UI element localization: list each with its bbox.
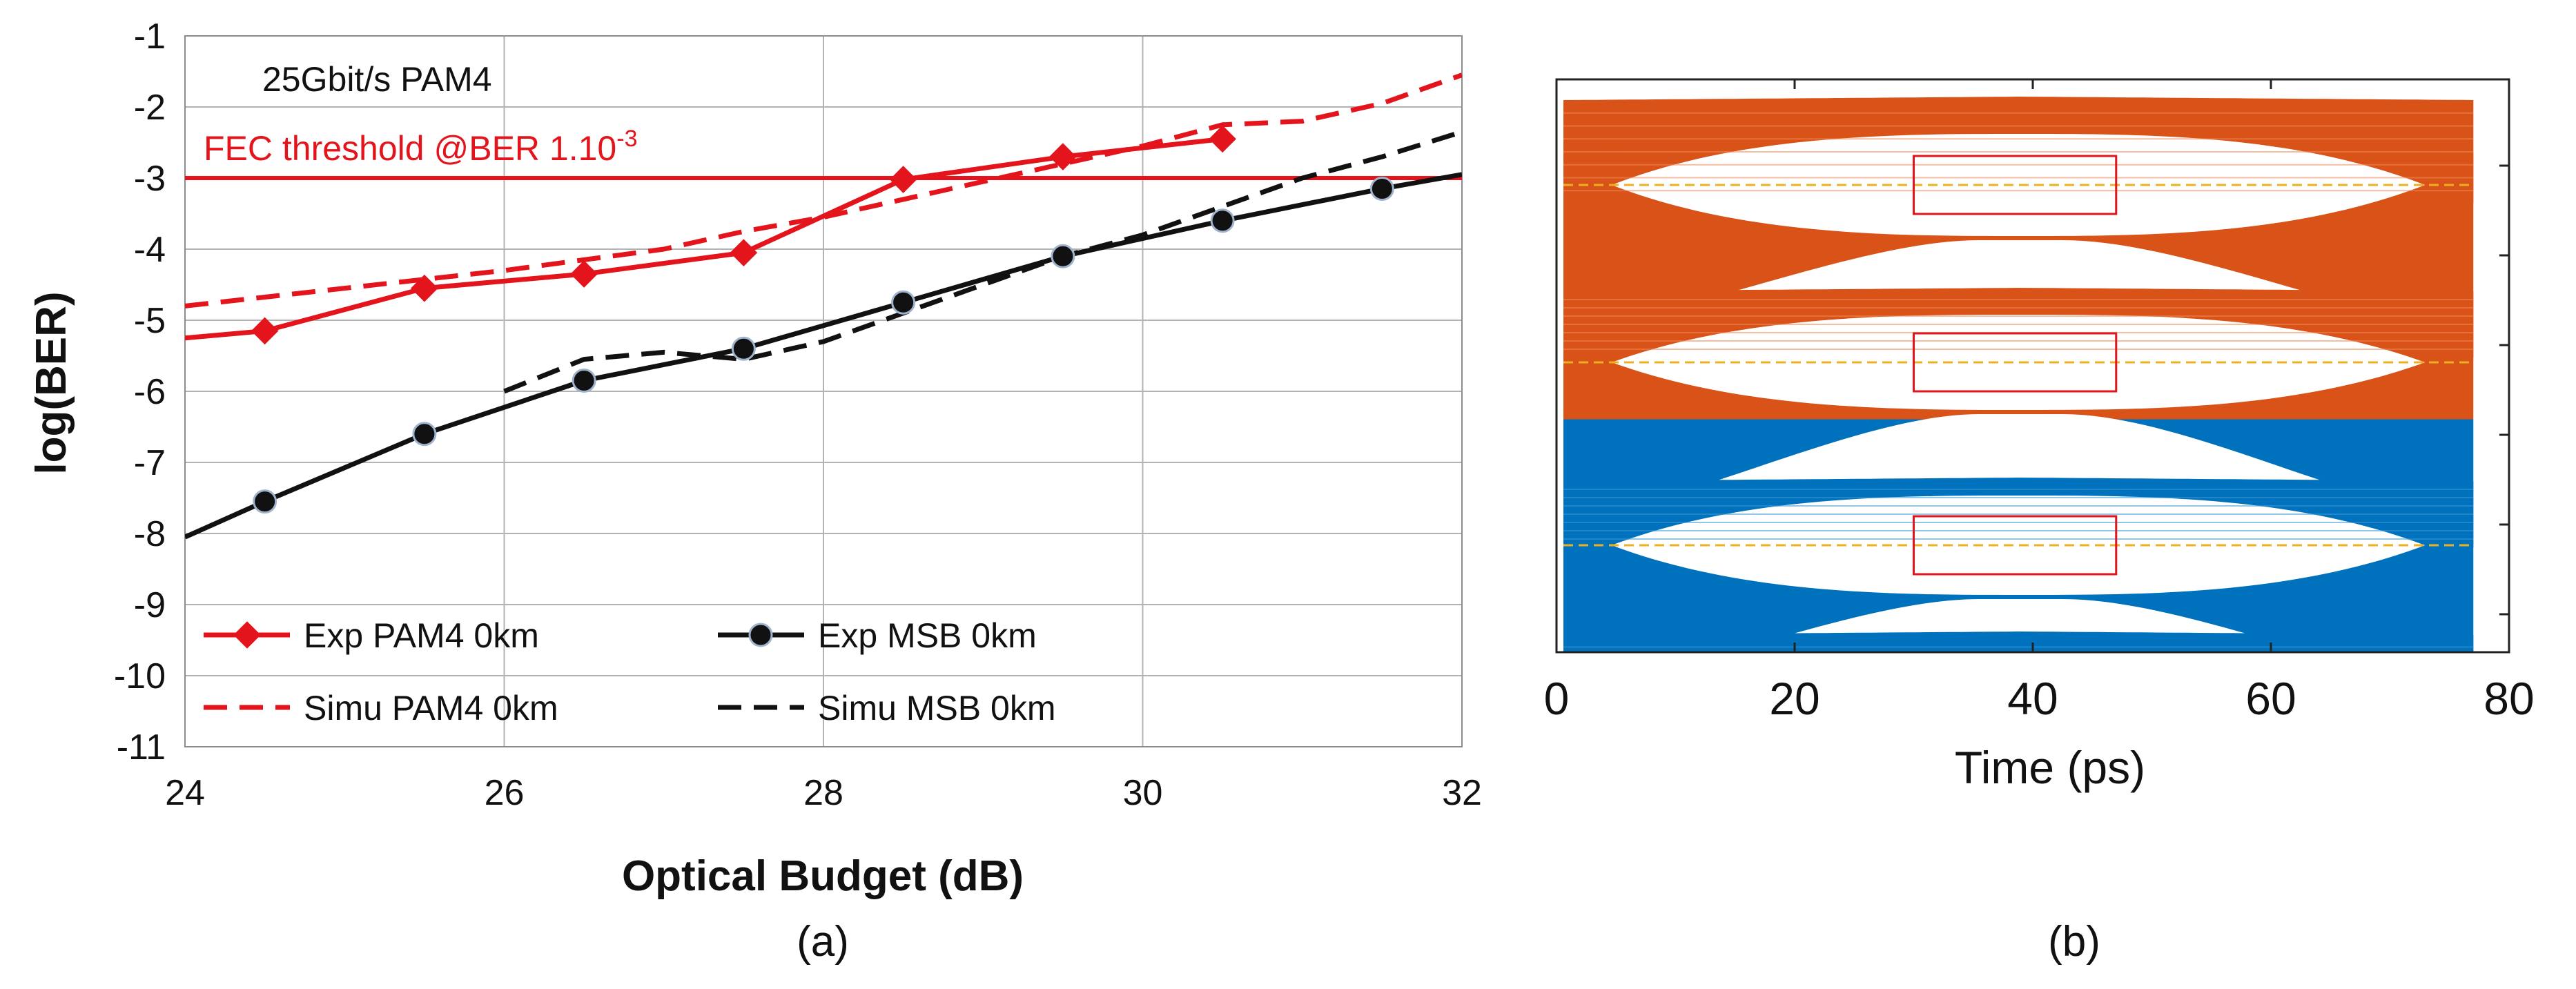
data-point-exp-msb xyxy=(253,489,277,514)
panel-a-y-tick-label: -3 xyxy=(134,159,166,199)
panel-b-x-tick-label: 80 xyxy=(2484,673,2534,724)
data-point-exp-msb xyxy=(731,336,756,361)
legend-marker-exp-msb xyxy=(748,623,773,647)
panel-b-x-tick-labels: 0 20 40 60 80 xyxy=(1544,673,2535,724)
eye-mask-box xyxy=(1913,155,2118,215)
panel-a-x-tick-labels: 24 26 28 30 32 xyxy=(165,773,1482,813)
panel-b-ticks xyxy=(1555,79,2510,652)
panel-b-x-tick-label: 40 xyxy=(2007,673,2058,724)
panel-a-markers xyxy=(251,125,1394,514)
panel-a-y-tick-label: -5 xyxy=(134,301,166,341)
data-point-exp-pam4 xyxy=(411,274,438,302)
series-line-exp-msb-0km xyxy=(185,172,1462,540)
eye-opening xyxy=(1612,496,2426,595)
panel-a-y-tick-label: -7 xyxy=(134,443,166,483)
panel-a-y-tick-label: -1 xyxy=(134,17,166,57)
data-point-exp-msb xyxy=(1210,208,1235,233)
fec-threshold-label-main: FEC threshold @BER 1.10 xyxy=(204,129,616,168)
data-point-exp-pam4 xyxy=(570,260,598,288)
legend-label-simu-pam4: Simu PAM4 0km xyxy=(304,689,558,727)
series-line-exp-pam4-0km xyxy=(185,136,1223,341)
data-point-exp-pam4 xyxy=(889,166,917,193)
panel-a-x-tick-label: 28 xyxy=(803,773,843,813)
panel-b-x-tick-label: 0 xyxy=(1544,673,1570,724)
panel-a-y-tick-label: -8 xyxy=(134,514,166,554)
panel-b-x-axis-label: Time (ps) xyxy=(1955,742,2145,793)
panel-a-series xyxy=(185,72,1462,540)
panel-b-label: (b) xyxy=(2048,918,2100,966)
data-point-exp-pam4 xyxy=(730,239,758,266)
legend-label-exp-pam4: Exp PAM4 0km xyxy=(304,616,539,655)
panel-a-y-tick-labels: -1 -2 -3 -4 -5 -6 -7 -8 -9 -10 -11 xyxy=(114,17,166,767)
panel-a-x-tick-label: 32 xyxy=(1442,773,1482,813)
panel-a-legend: Exp PAM4 0km Exp MSB 0km Simu PAM4 0km S… xyxy=(204,616,1056,727)
panel-a-annotation: 25Gbit/s PAM4 xyxy=(262,60,492,99)
panel-a-y-tick-label: -6 xyxy=(134,372,166,412)
panel-a-y-tick-label: -11 xyxy=(117,727,166,767)
eye-transition-band xyxy=(1563,419,2474,514)
data-point-exp-msb xyxy=(572,369,596,393)
data-point-exp-msb xyxy=(891,290,916,315)
panel-a-y-axis-label: log(BER) xyxy=(28,291,75,474)
panel-a-x-axis-label: Optical Budget (dB) xyxy=(622,852,1024,900)
eye-mask-box xyxy=(1913,515,2118,576)
panel-b-eye-traces xyxy=(1563,97,2474,652)
panel-a-x-tick-label: 24 xyxy=(165,773,205,813)
panel-a-plot-frame xyxy=(184,35,1463,747)
data-point-exp-pam4 xyxy=(251,317,279,345)
legend-label-simu-msb: Simu MSB 0km xyxy=(818,689,1056,727)
eye-opening xyxy=(1612,315,2426,410)
panel-a-y-tick-label: -2 xyxy=(134,88,166,128)
series-line-simu-msb-0km xyxy=(503,129,1462,394)
panel-b-x-tick-label: 60 xyxy=(2245,673,2296,724)
fec-threshold-label-sup: -3 xyxy=(616,126,637,152)
data-point-exp-msb xyxy=(412,422,437,447)
data-point-exp-msb xyxy=(1369,176,1394,201)
eye-opening xyxy=(1612,134,2426,236)
panel-a: -1 -2 -3 -4 -5 -6 -7 -8 -9 -10 -11 24 26 28 30 32 25Gb… xyxy=(28,17,1482,966)
panel-a-x-tick-label: 26 xyxy=(485,773,525,813)
panel-a-y-tick-label: -10 xyxy=(114,656,166,696)
panel-a-x-tick-label: 30 xyxy=(1123,773,1163,813)
panel-b: 0 20 40 60 80 Time (ps) (b) xyxy=(1544,78,2535,966)
eye-mask-box xyxy=(1913,332,2118,393)
panel-b-x-tick-label: 20 xyxy=(1769,673,1819,724)
series-line-simu-pam4-0km xyxy=(185,72,1462,309)
fec-threshold-label: FEC threshold @BER 1.10-3 xyxy=(204,126,637,168)
data-point-exp-msb xyxy=(1051,244,1075,268)
panel-a-label: (a) xyxy=(797,918,849,966)
panel-a-y-tick-label: -4 xyxy=(134,230,166,270)
panel-b-eye-masks xyxy=(1913,155,2118,576)
legend-marker-exp-pam4 xyxy=(233,621,261,649)
legend-label-exp-msb: Exp MSB 0km xyxy=(818,616,1037,655)
panel-a-y-tick-label: -9 xyxy=(134,585,166,625)
